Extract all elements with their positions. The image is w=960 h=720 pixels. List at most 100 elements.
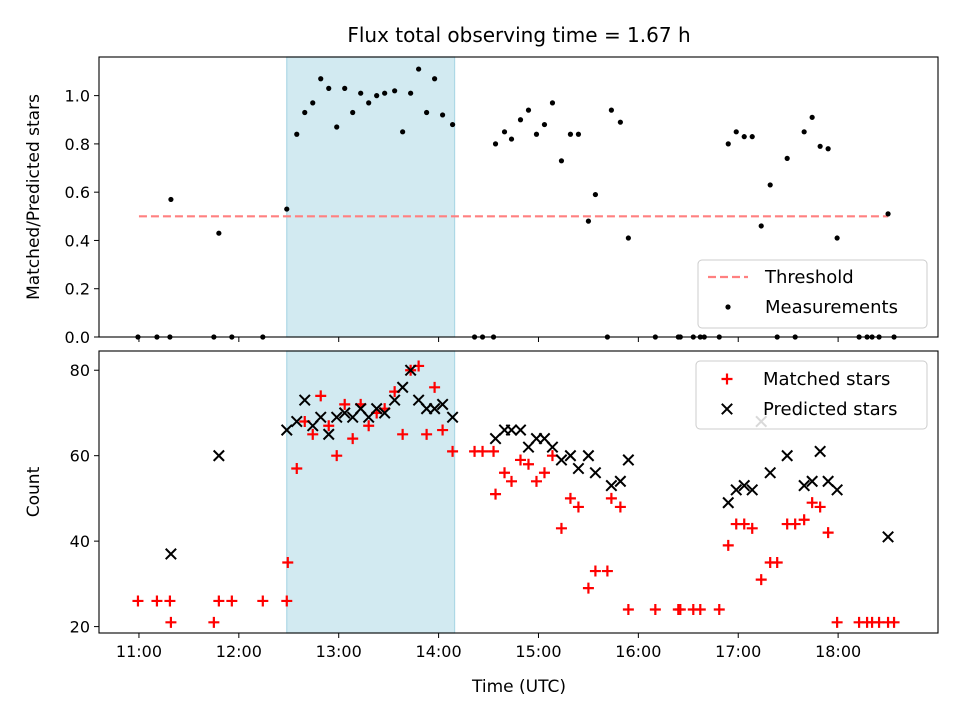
legend-matched-label: Matched stars [763,369,890,390]
measurement-point [366,100,372,106]
y-axis-label: Count [24,466,44,517]
predicted-stars-point [564,449,577,462]
measurement-point [758,223,764,229]
matched-stars-point [315,390,327,402]
matched-stars-point [822,527,834,539]
measurement-point [382,90,388,96]
matched-stars-point [814,501,826,513]
x-tick-label: 17:00 [715,642,761,661]
panel-ratio: 0.0 0.2 0.4 0.6 0.8 1.0 Matched/Predicted star… [24,56,939,347]
matched-stars-point [589,565,601,577]
matched-stars-point [564,492,576,504]
legend-box [695,360,928,430]
measurement-point [784,155,790,161]
matched-stars-point [674,604,686,615]
matched-stars-point [323,420,335,432]
measurement-point [284,206,290,212]
measurement-point [416,66,422,72]
matched-stars-point [506,475,518,487]
matched-stars-point [582,582,594,594]
predicted-stars-point [831,483,844,496]
measurement-point [801,129,807,135]
predicted-stars-point [572,462,585,475]
measurement-point [567,131,574,137]
predicted-stars-point [722,496,735,509]
measurement-point [825,146,831,152]
matched-stars-point [789,518,801,530]
legend: Matched stars Predicted stars [695,360,928,430]
measurement-point [501,129,508,135]
matched-stars-point [447,445,459,457]
predicted-stars-point [764,466,777,479]
series-predicted-stars [165,364,894,560]
measurement-point [408,90,414,96]
predicted-stars-point [882,530,894,543]
measurement-point [318,76,324,82]
measurement-point [525,107,532,113]
y-tick-label: 0.6 [65,183,90,202]
predicted-stars-point [314,411,327,424]
matched-stars-point [226,595,238,607]
matched-stars-point [538,467,550,479]
measurement-point [749,134,755,140]
predicted-stars-point [165,548,177,560]
measurement-point [733,129,739,135]
measurement-point [439,112,446,118]
predicted-stars-point [505,424,518,436]
y-tick-label: 0.4 [65,231,90,250]
measurement-point [424,109,430,116]
measurement-point [767,182,773,188]
axes-frame [98,56,939,338]
matched-stars-point [622,604,634,615]
matched-stars-point [165,616,177,628]
x-tick-label: 18:00 [815,642,861,661]
y-tick-label: 60 [70,447,90,466]
matched-stars-point [132,595,144,607]
legend: Threshold Measurements [697,259,928,329]
measurement-point [834,235,840,241]
predicted-stars-point [338,407,351,419]
predicted-stars-point [330,411,343,424]
legend-box [697,259,928,329]
matched-stars-point [490,488,502,500]
x-tick-label: 16:00 [615,642,661,661]
legend-measurements-label: Measurements [765,297,898,318]
measurement-point [625,235,631,241]
measurement-point [517,117,524,123]
matched-stars-point [555,522,567,534]
y-tick-label: 20 [70,618,90,637]
predicted-stars-point [546,441,559,454]
measurement-point [592,191,599,198]
axes-frame [98,350,939,634]
x-tick-label: 11:00 [116,642,162,661]
x-tick-label: 12:00 [216,642,262,661]
x-tick-label: 13:00 [316,642,362,661]
predicted-stars-point [555,454,568,466]
matched-stars-point [331,450,343,462]
predicted-stars-point [746,483,759,496]
measurement-point [449,121,456,128]
predicted-stars-point [212,449,225,462]
matched-stars-point [746,522,758,534]
matched-stars-point [499,467,511,479]
x-tick-label: 15:00 [515,642,561,661]
legend-matched-swatch [721,373,733,385]
y-tick-label: 1.0 [65,87,90,106]
measurement-point [725,141,731,147]
measurement-point [508,136,515,142]
legend-predicted-swatch [721,403,733,415]
measurement-point [358,90,364,96]
matched-stars-point [437,424,449,436]
matched-stars-point [522,458,534,470]
predicted-stars-point [404,364,417,377]
matched-stars-point [282,557,294,568]
measurement-point [741,134,747,140]
matched-stars-point [421,428,433,440]
measurement-point [558,158,565,164]
matched-stars-point [208,616,220,628]
measurement-point [216,230,222,236]
matched-stars-point [831,616,843,628]
x-tick-label: 14:00 [416,642,462,661]
measurement-point [575,131,582,137]
